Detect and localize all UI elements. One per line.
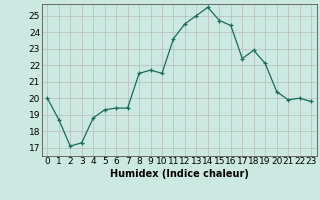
X-axis label: Humidex (Indice chaleur): Humidex (Indice chaleur) (110, 169, 249, 179)
